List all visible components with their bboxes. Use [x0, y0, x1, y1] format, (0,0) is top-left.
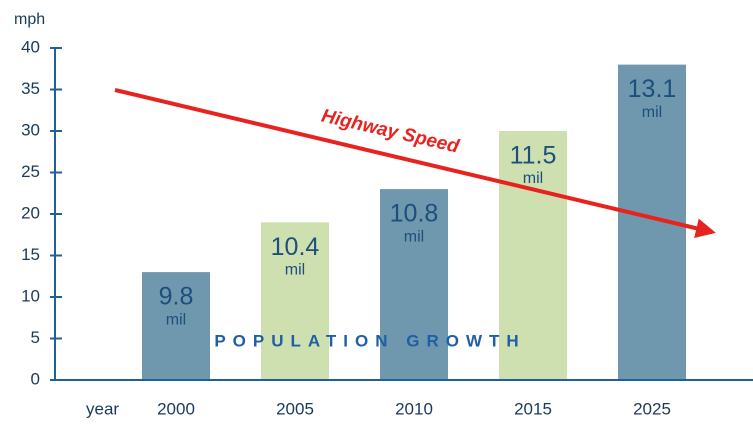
- bar: [142, 272, 210, 380]
- y-axis-label: mph: [14, 11, 45, 28]
- bar-caption: POPULATION GROWTH: [214, 331, 525, 350]
- annotation: Highway Speed: [319, 106, 461, 158]
- x-tick-label: 2025: [633, 399, 671, 418]
- y-tick-label: 25: [21, 162, 40, 181]
- population-label: 11.5: [510, 142, 557, 170]
- y-tick-label: 15: [21, 245, 40, 264]
- y-tick-label: 5: [31, 328, 40, 347]
- population-unit: mil: [523, 170, 543, 187]
- population-label: 10.8: [390, 200, 439, 228]
- x-tick-label: 2010: [395, 399, 433, 418]
- trend-arrow: [114, 88, 716, 239]
- y-tick-label: 35: [21, 79, 40, 98]
- y-tick-label: 30: [21, 120, 40, 139]
- population-unit: mil: [285, 262, 305, 279]
- population-label: 10.4: [271, 233, 320, 261]
- y-tick-label: 0: [31, 369, 40, 388]
- y-tick-label: 10: [21, 286, 40, 305]
- population-unit: mil: [404, 228, 424, 245]
- bar: [499, 131, 567, 380]
- x-axis-label: year: [86, 399, 119, 418]
- y-tick-label: 40: [21, 37, 40, 56]
- bar: [261, 222, 329, 380]
- bar: [380, 189, 448, 380]
- population-label: 9.8: [159, 283, 194, 311]
- x-tick-label: 2005: [276, 399, 314, 418]
- x-tick-label: 2015: [514, 399, 552, 418]
- population-label: 13.1: [628, 75, 677, 103]
- population-unit: mil: [166, 311, 186, 328]
- population-unit: mil: [642, 104, 662, 121]
- x-tick-label: 2000: [157, 399, 195, 418]
- y-tick-label: 20: [21, 203, 40, 222]
